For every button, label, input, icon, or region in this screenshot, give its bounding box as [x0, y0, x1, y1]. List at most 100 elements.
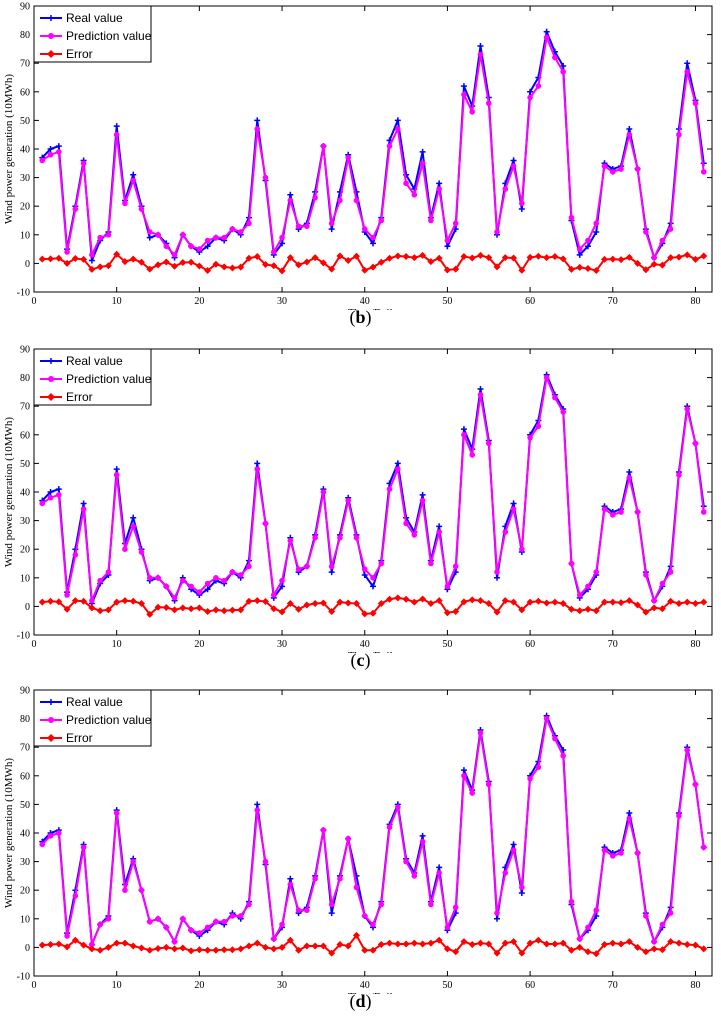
data-point-prediction: [337, 197, 343, 204]
data-point-prediction: [64, 592, 70, 598]
data-point-prediction: [444, 583, 451, 590]
data-point-error: [328, 608, 336, 616]
data-point-prediction: [337, 534, 343, 541]
data-point-error: [204, 267, 212, 275]
data-point-error: [47, 597, 55, 605]
data-point-error: [526, 598, 534, 606]
data-point-error: [435, 597, 443, 605]
data-point-error: [295, 605, 303, 613]
data-point-prediction: [568, 214, 575, 221]
data-point-prediction: [403, 520, 409, 527]
data-point-error: [510, 254, 518, 262]
data-point-prediction: [659, 237, 666, 244]
legend-entry: Real value: [66, 11, 123, 25]
data-point-prediction: [444, 924, 451, 931]
y-axis-label: Wind power generation (10MWh): [3, 417, 15, 567]
data-point-prediction: [601, 163, 608, 169]
data-point-error: [377, 600, 385, 608]
data-point-prediction: [643, 572, 649, 578]
x-tick-label: 10: [112, 980, 122, 991]
data-point-prediction: [626, 815, 633, 822]
data-point-real: [684, 60, 691, 67]
data-point-real: [460, 83, 467, 90]
data-point-error: [187, 947, 195, 955]
data-point-prediction: [204, 580, 211, 587]
data-point-error: [493, 949, 501, 957]
chart-panel-b: -10010203040506070809001020304050607080T…: [0, 0, 721, 340]
x-tick-label: 0: [32, 296, 37, 307]
y-tick-label: 10: [20, 914, 30, 925]
data-point-error: [650, 945, 658, 953]
data-point-error: [55, 598, 63, 606]
data-point-prediction: [452, 220, 459, 227]
x-tick-label: 30: [277, 296, 287, 307]
data-point-prediction: [345, 835, 351, 842]
y-tick-label: 20: [20, 886, 30, 897]
data-point-error: [286, 936, 294, 944]
data-point-prediction: [353, 884, 360, 891]
data-point-prediction: [585, 237, 591, 244]
data-point-real: [518, 206, 525, 213]
data-point-error: [476, 251, 484, 259]
data-point-prediction: [188, 927, 194, 934]
data-point-error: [303, 258, 311, 266]
data-point-prediction: [585, 583, 591, 590]
data-point-real: [510, 500, 517, 507]
data-point-error: [262, 261, 270, 269]
data-point-error: [220, 946, 228, 954]
data-point-error: [642, 608, 650, 616]
data-point-prediction: [72, 552, 79, 558]
y-tick-label: 40: [20, 488, 30, 499]
data-point-error: [295, 946, 303, 954]
data-point-error: [369, 609, 377, 617]
data-point-error: [121, 597, 129, 605]
y-tick-label: 60: [20, 771, 30, 782]
y-tick-label: 30: [20, 857, 30, 868]
data-point-prediction: [692, 100, 699, 107]
data-point-real: [279, 583, 286, 590]
data-point-error: [295, 261, 303, 269]
data-point-real: [436, 180, 443, 187]
data-point-real: [444, 243, 451, 250]
data-point-prediction: [593, 907, 600, 914]
data-point-error: [460, 938, 468, 946]
data-point-prediction: [667, 226, 674, 232]
data-point-error: [683, 941, 691, 949]
data-point-error: [493, 608, 501, 616]
data-point-prediction: [378, 901, 385, 908]
data-point-error: [212, 946, 220, 954]
data-point-prediction: [146, 575, 153, 581]
data-point-prediction: [262, 174, 269, 181]
y-tick-label: 90: [20, 345, 30, 356]
chart-panel-c: -10010203040506070809001020304050607080T…: [0, 343, 721, 683]
data-point-error: [38, 598, 46, 606]
data-point-prediction: [626, 474, 633, 481]
data-point-error: [228, 606, 236, 614]
data-point-prediction: [568, 898, 575, 905]
data-point-prediction: [436, 186, 442, 192]
data-point-error: [187, 605, 195, 613]
data-point-error: [303, 942, 311, 950]
data-point-prediction: [122, 546, 128, 552]
data-point-error: [278, 608, 286, 616]
data-point-error: [88, 945, 96, 953]
data-point-prediction: [477, 391, 484, 398]
data-point-prediction: [676, 472, 682, 478]
data-point-error: [336, 252, 344, 260]
data-point-error: [237, 263, 245, 271]
data-point-error: [47, 941, 55, 949]
data-point-error: [518, 606, 526, 614]
data-point-prediction: [146, 918, 153, 925]
data-point-prediction: [312, 875, 318, 882]
x-axis-label: Time/Daily: [348, 307, 399, 310]
data-point-error: [534, 252, 542, 260]
data-point-error: [592, 267, 600, 275]
data-point-prediction: [56, 830, 62, 836]
data-point-error: [55, 254, 63, 262]
data-point-prediction: [436, 529, 442, 535]
data-point-error: [113, 250, 121, 258]
data-point-error: [559, 939, 567, 947]
chart-panel-d: -10010203040506070809001020304050607080T…: [0, 684, 721, 1024]
data-point-error: [419, 940, 427, 948]
data-point-real: [436, 864, 443, 871]
